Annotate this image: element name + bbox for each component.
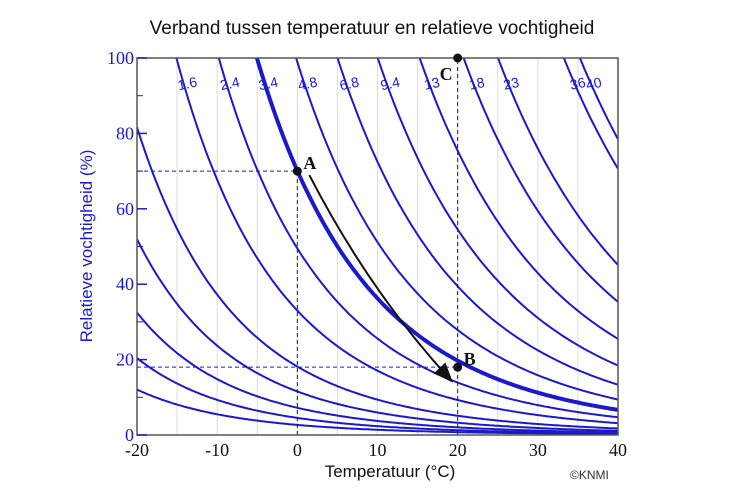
humidity-curve	[137, 126, 618, 430]
humidity-curve	[137, 357, 618, 435]
humidity-curve	[254, 58, 618, 412]
y-axis-label: Relatieve vochtigheid (%)	[77, 149, 96, 343]
y-tick-label: 100	[107, 48, 134, 68]
humidity-curve	[418, 58, 618, 340]
humidity-curve	[295, 58, 618, 401]
humidity-curve	[175, 58, 618, 425]
y-tick-label: 80	[116, 123, 134, 143]
curves-group	[137, 58, 618, 435]
chart-title: Verband tussen temperatuur en relatieve …	[149, 18, 595, 39]
y-tick-label: 20	[116, 350, 134, 370]
x-tick-label: -20	[125, 440, 149, 460]
y-tick-label: 60	[116, 199, 134, 219]
humidity-curve	[217, 58, 618, 419]
curve-label: 4.8	[296, 74, 319, 94]
x-tick-label: 10	[369, 440, 387, 460]
x-tick-label: 40	[609, 440, 627, 460]
humidity-curve	[137, 311, 618, 434]
curve-label: 9.4	[379, 74, 402, 94]
point-label-c: C	[440, 64, 453, 84]
credit-label: ©KNMI	[570, 468, 609, 482]
humidity-curve	[336, 58, 618, 386]
humidity-curve	[578, 58, 618, 140]
point-c	[453, 53, 463, 63]
humidity-curve	[496, 58, 618, 266]
humidity-curve	[137, 238, 618, 432]
y-tick-label: 40	[116, 274, 134, 294]
curve-label: 18	[467, 74, 486, 93]
curve-label: 1.6	[176, 74, 199, 94]
curve-label: 40	[584, 74, 603, 93]
humidity-curve	[137, 388, 618, 435]
point-a	[292, 166, 302, 176]
curve-label: 36	[568, 74, 587, 93]
x-tick-label: -10	[205, 440, 229, 460]
curve-label: 6.8	[338, 74, 361, 94]
x-axis-label: Temperatuur (°C)	[324, 462, 456, 481]
arrow-a-to-b	[308, 174, 454, 383]
curve-label: 13	[423, 74, 442, 93]
x-tick-label: 20	[449, 440, 467, 460]
point-label-a: A	[303, 153, 316, 173]
humidity-curve	[562, 58, 618, 170]
humidity-curve	[376, 58, 618, 367]
curve-label: 23	[502, 74, 521, 93]
curve-label: 3.4	[257, 74, 280, 94]
y-tick-label: 0	[125, 425, 134, 445]
point-b	[453, 362, 463, 372]
point-label-b: B	[464, 349, 476, 369]
curve-label: 2.4	[219, 74, 242, 94]
humidity-curve	[462, 58, 618, 303]
x-tick-label: 30	[529, 440, 547, 460]
x-tick-label: 0	[293, 440, 302, 460]
